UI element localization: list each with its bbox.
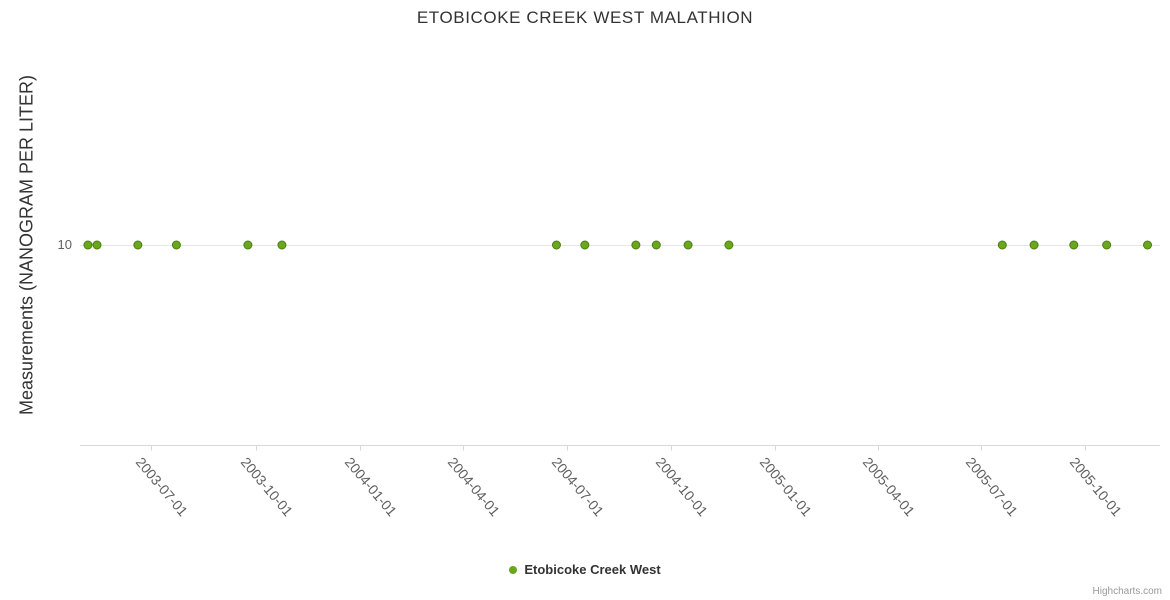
legend-label: Etobicoke Creek West xyxy=(524,562,661,577)
data-point[interactable] xyxy=(171,240,181,250)
data-point[interactable] xyxy=(551,240,561,250)
data-point[interactable] xyxy=(243,240,253,250)
data-point[interactable] xyxy=(1102,240,1112,250)
highcharts-credits-link[interactable]: Highcharts.com xyxy=(1092,586,1162,597)
data-point[interactable] xyxy=(1143,240,1153,250)
legend-marker-icon xyxy=(509,565,518,574)
data-point[interactable] xyxy=(683,240,693,250)
data-point[interactable] xyxy=(277,240,287,250)
data-point[interactable] xyxy=(724,240,734,250)
data-point[interactable] xyxy=(1029,240,1039,250)
data-point[interactable] xyxy=(92,240,102,250)
y-axis-label: 10 xyxy=(57,237,72,252)
data-point[interactable] xyxy=(651,240,661,250)
data-point[interactable] xyxy=(1069,240,1079,250)
data-point[interactable] xyxy=(580,240,590,250)
data-point[interactable] xyxy=(133,240,143,250)
legend-item[interactable]: Etobicoke Creek West xyxy=(0,562,1170,577)
data-point[interactable] xyxy=(631,240,641,250)
chart-title: ETOBICOKE CREEK WEST MALATHION xyxy=(416,8,754,27)
data-point[interactable] xyxy=(997,240,1007,250)
data-point[interactable] xyxy=(83,240,93,250)
